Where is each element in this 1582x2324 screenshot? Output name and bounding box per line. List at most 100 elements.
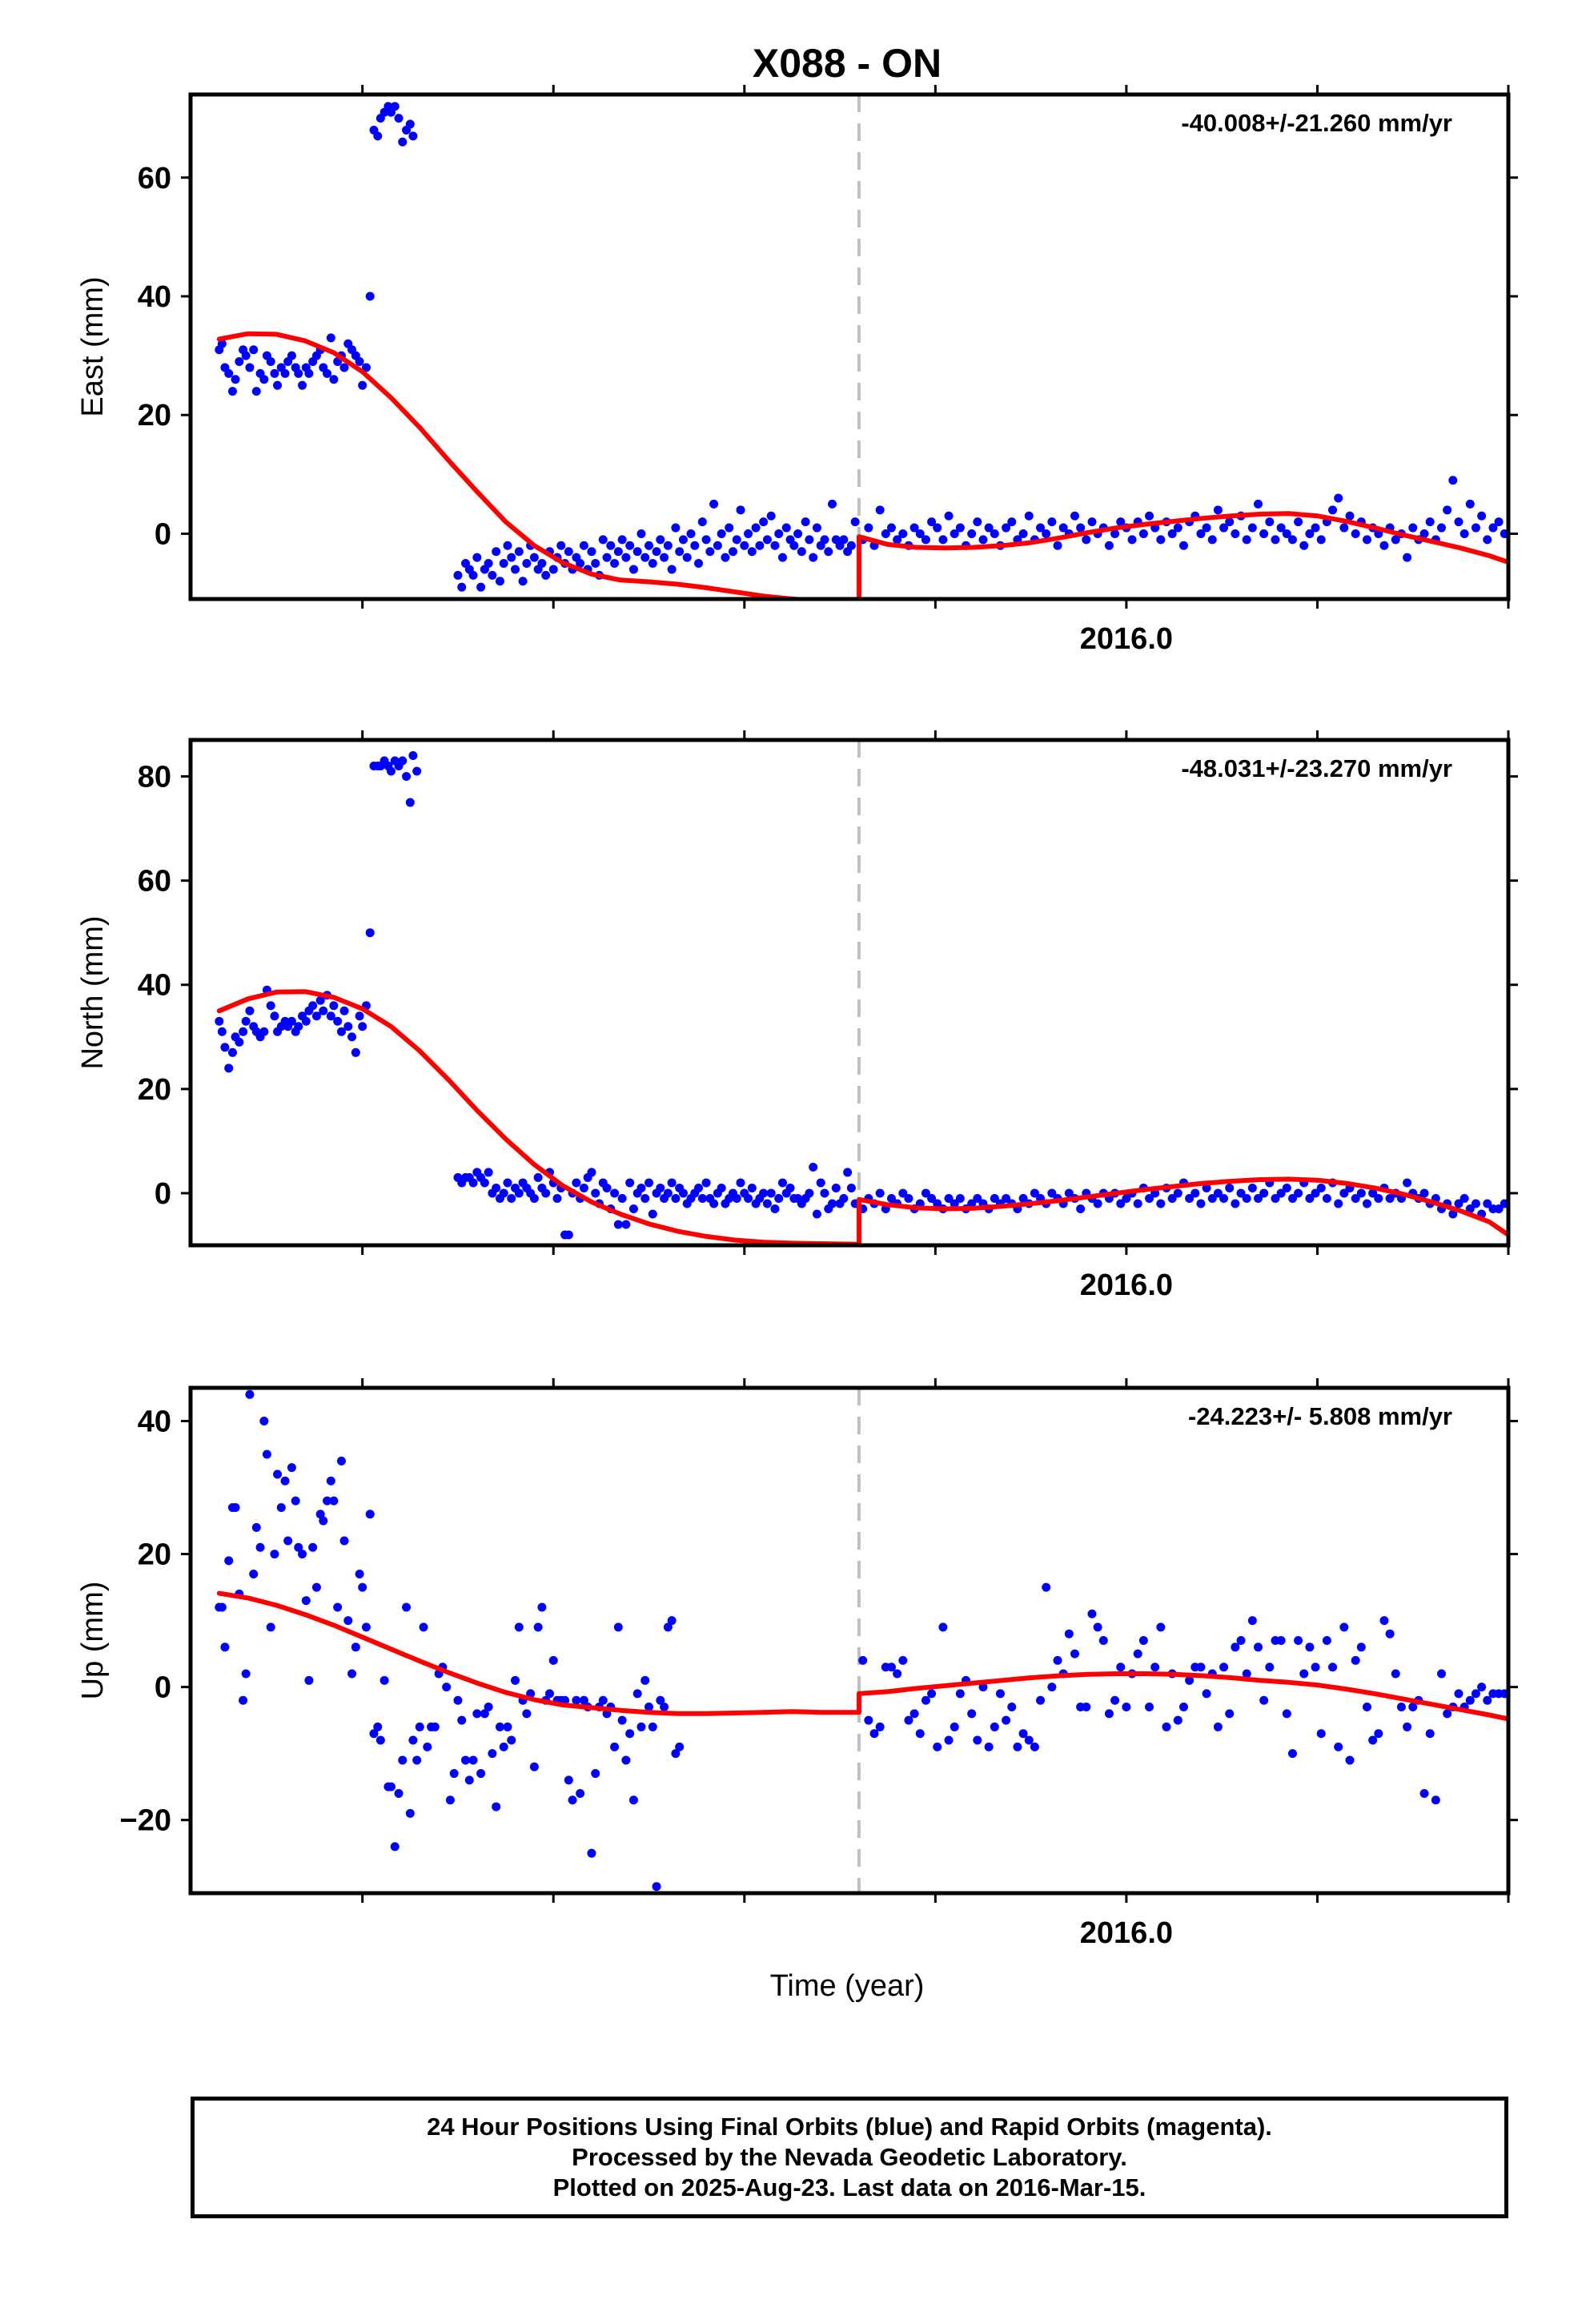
up-data-point bbox=[472, 1709, 482, 1719]
east-data-point bbox=[990, 529, 999, 538]
up-data-point bbox=[402, 1602, 412, 1612]
up-data-point bbox=[1196, 1663, 1206, 1672]
north-data-point bbox=[1047, 1188, 1057, 1198]
up-data-point bbox=[1007, 1703, 1017, 1712]
north-data-point bbox=[266, 1001, 275, 1011]
north-data-point bbox=[564, 1230, 573, 1240]
east-data-point bbox=[973, 517, 982, 527]
north-data-point bbox=[355, 1011, 364, 1021]
east-data-point bbox=[1391, 535, 1400, 545]
up-data-point bbox=[449, 1769, 459, 1779]
east-data-point bbox=[495, 577, 504, 586]
north-data-point bbox=[579, 1183, 588, 1192]
east-data-point bbox=[682, 553, 692, 562]
north-data-point bbox=[287, 1016, 296, 1026]
east-data-point bbox=[529, 553, 539, 562]
up-data-point bbox=[921, 1695, 930, 1705]
up-data-point bbox=[1259, 1695, 1269, 1705]
east-data-point bbox=[933, 523, 942, 533]
north-data-point bbox=[816, 1178, 825, 1188]
up-data-point bbox=[1454, 1689, 1464, 1699]
north-data-point bbox=[319, 1006, 328, 1015]
up-data-point bbox=[663, 1622, 673, 1632]
east-data-point bbox=[686, 529, 696, 538]
east-data-point bbox=[1448, 476, 1458, 485]
up-data-point bbox=[625, 1729, 635, 1739]
east-data-point bbox=[1282, 529, 1291, 538]
north-data-point bbox=[1271, 1193, 1280, 1203]
north-data-point bbox=[1173, 1188, 1182, 1198]
up-data-point bbox=[270, 1550, 279, 1559]
up-data-point bbox=[1219, 1663, 1229, 1672]
up-data-point bbox=[245, 1389, 255, 1399]
up-data-point bbox=[287, 1463, 296, 1473]
east-data-point bbox=[984, 523, 994, 533]
up-ytick-label: 40 bbox=[138, 1405, 171, 1439]
up-data-point bbox=[564, 1775, 573, 1785]
north-data-point bbox=[294, 1022, 303, 1031]
up-rate-annotation: -24.223+/- 5.808 mm/yr bbox=[1188, 1402, 1452, 1430]
north-data-point bbox=[412, 766, 422, 776]
north-data-point bbox=[1483, 1199, 1492, 1208]
up-data-point bbox=[1477, 1683, 1487, 1692]
east-data-point bbox=[294, 368, 303, 378]
east-data-point bbox=[774, 529, 784, 538]
up-data-point bbox=[1242, 1669, 1251, 1679]
east-data-point bbox=[713, 541, 722, 550]
north-data-point bbox=[1167, 1193, 1177, 1203]
up-data-point bbox=[347, 1669, 357, 1679]
east-data-point bbox=[728, 547, 737, 557]
up-data-point bbox=[671, 1749, 681, 1759]
up-data-point bbox=[266, 1622, 275, 1632]
up-data-point bbox=[1087, 1609, 1097, 1618]
north-data-point bbox=[1368, 1188, 1378, 1198]
east-data-point bbox=[1058, 523, 1068, 533]
east-data-point bbox=[1477, 511, 1487, 521]
north-data-point bbox=[875, 1188, 885, 1198]
east-data-point bbox=[1494, 517, 1504, 527]
up-data-point bbox=[1351, 1655, 1360, 1665]
up-data-point bbox=[1173, 1715, 1182, 1725]
north-data-point bbox=[617, 1193, 627, 1203]
north-data-point bbox=[591, 1188, 600, 1198]
east-data-point bbox=[266, 357, 275, 367]
up-data-point bbox=[298, 1550, 307, 1559]
up-data-point bbox=[308, 1542, 318, 1552]
up-data-point bbox=[1339, 1622, 1349, 1632]
east-data-point bbox=[617, 535, 627, 545]
east-data-point bbox=[766, 511, 776, 521]
up-data-point bbox=[301, 1596, 311, 1606]
up-data-point bbox=[461, 1755, 471, 1765]
north-data-point bbox=[405, 798, 415, 807]
up-data-point bbox=[1443, 1709, 1452, 1719]
north-data-point bbox=[778, 1178, 788, 1188]
east-data-point bbox=[453, 570, 463, 580]
up-data-point bbox=[644, 1703, 654, 1712]
east-data-point bbox=[304, 368, 314, 378]
east-data-point bbox=[1351, 529, 1360, 538]
north-data-point bbox=[1253, 1193, 1263, 1203]
north-panel: 2016.0 0 20 40 60 80 North (mm) -48.031+/-23.27… bbox=[76, 730, 1518, 1302]
east-data-point bbox=[1460, 529, 1469, 538]
east-data-point bbox=[1276, 523, 1286, 533]
chart-title: X088 - ON bbox=[753, 41, 942, 86]
up-ytick-label: 20 bbox=[138, 1538, 171, 1572]
north-data-point bbox=[1356, 1188, 1366, 1198]
north-data-point bbox=[709, 1199, 719, 1208]
east-data-point bbox=[1018, 529, 1028, 538]
north-data-point bbox=[1225, 1183, 1235, 1192]
east-data-point bbox=[1328, 505, 1338, 515]
up-data-point bbox=[1294, 1636, 1303, 1645]
east-data-point bbox=[652, 547, 661, 557]
north-data-point bbox=[235, 1037, 244, 1047]
east-data-point bbox=[1454, 517, 1464, 527]
east-data-point bbox=[875, 505, 885, 515]
east-data-point bbox=[721, 553, 730, 562]
up-data-point bbox=[995, 1689, 1005, 1699]
up-data-point bbox=[280, 1476, 290, 1486]
up-data-point bbox=[1345, 1755, 1355, 1765]
east-data-point bbox=[518, 577, 528, 586]
east-data-point bbox=[1156, 535, 1166, 545]
up-data-point bbox=[610, 1742, 620, 1751]
